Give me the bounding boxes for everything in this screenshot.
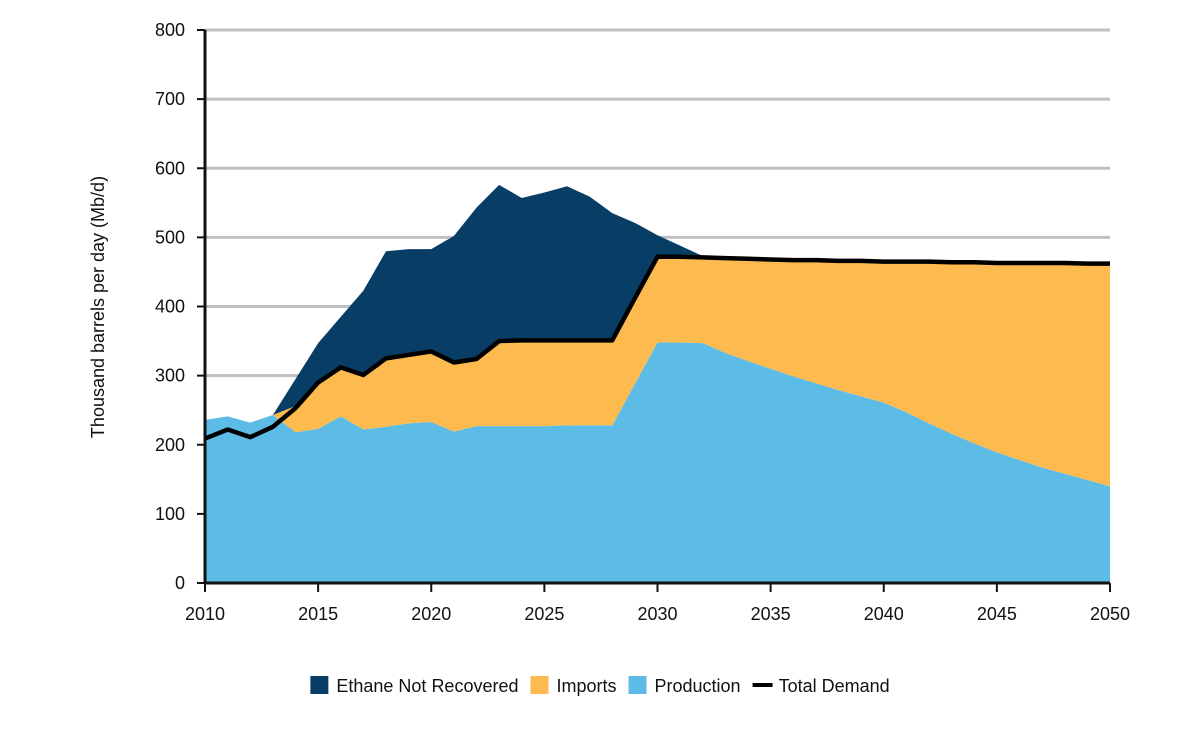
y-tick-label-400: 400 bbox=[155, 297, 185, 317]
area-series bbox=[205, 184, 1110, 583]
legend-swatch-ethane-not-recovered bbox=[310, 676, 329, 694]
y-tick-label-600: 600 bbox=[155, 158, 185, 178]
y-tick-label-700: 700 bbox=[155, 89, 185, 109]
total-demand-line bbox=[204, 254, 1110, 441]
axes bbox=[197, 29, 1111, 592]
x-tick-label-2030: 2030 bbox=[637, 604, 677, 624]
y-tick-labels: 0 100 200 300 400 500 600 700 800 bbox=[155, 20, 185, 593]
y-tick-label-100: 100 bbox=[155, 504, 185, 524]
y-tick-label-800: 800 bbox=[155, 20, 185, 40]
legend-swatch-imports bbox=[530, 676, 549, 694]
x-tick-label-2040: 2040 bbox=[864, 604, 904, 624]
ethane-not-recovered-area bbox=[205, 184, 703, 423]
legend-label-total-demand: Total Demand bbox=[779, 676, 890, 696]
x-tick-label-2045: 2045 bbox=[977, 604, 1017, 624]
legend: Ethane Not Recovered Imports Production Tot… bbox=[310, 676, 890, 696]
x-tick-label-2050: 2050 bbox=[1090, 604, 1130, 624]
x-tick-label-2010: 2010 bbox=[185, 604, 225, 624]
y-tick-label-500: 500 bbox=[155, 227, 185, 247]
y-tick-label-200: 200 bbox=[155, 435, 185, 455]
legend-label-production: Production bbox=[655, 676, 741, 696]
x-tick-labels: 2010 2015 2020 2025 2030 2035 2040 2045 2050 bbox=[185, 604, 1130, 624]
x-tick-label-2020: 2020 bbox=[411, 604, 451, 624]
y-tick-label-300: 300 bbox=[155, 366, 185, 386]
legend-label-imports: Imports bbox=[556, 676, 616, 696]
x-tick-label-2025: 2025 bbox=[524, 604, 564, 624]
line-series bbox=[204, 254, 1110, 441]
y-tick-label-0: 0 bbox=[175, 573, 185, 593]
legend-swatch-production bbox=[628, 676, 647, 694]
legend-label-ethane-not-recovered: Ethane Not Recovered bbox=[336, 676, 518, 696]
x-tick-label-2035: 2035 bbox=[751, 604, 791, 624]
x-tick-label-2015: 2015 bbox=[298, 604, 338, 624]
y-axis-title: Thousand barrels per day (Mb/d) bbox=[88, 176, 108, 438]
imports-area bbox=[205, 256, 1110, 487]
